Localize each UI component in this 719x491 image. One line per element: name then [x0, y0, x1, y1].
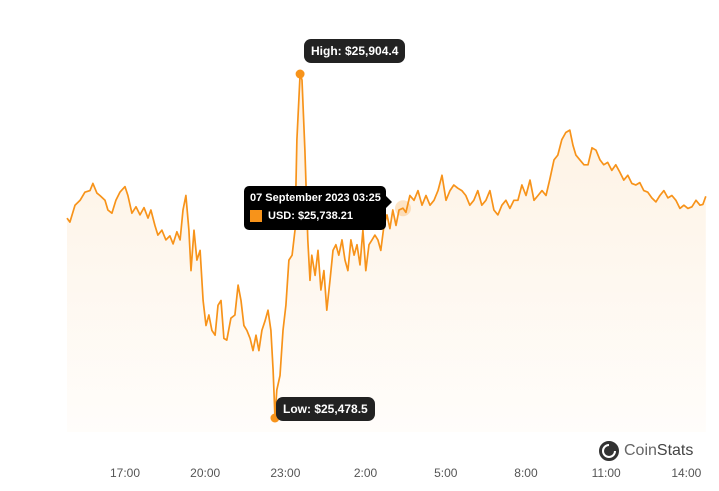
tooltip-arrow [386, 196, 392, 208]
coinstats-logo-icon [599, 441, 619, 461]
coinstats-brand: CoinStats [599, 441, 693, 461]
x-tick-label: 11:00 [592, 466, 621, 480]
series-area [66, 74, 706, 432]
x-tick-label: 8:00 [514, 466, 538, 480]
low-label: Low: $25,478.5 [276, 397, 375, 421]
tooltip-series-swatch [250, 210, 262, 222]
x-tick-label: 5:00 [434, 466, 458, 480]
series-line [66, 73, 707, 419]
x-tick-label: 23:00 [270, 466, 300, 480]
x-tick-label: 2:00 [354, 466, 378, 480]
tooltip-value: USD: $25,738.21 [268, 210, 353, 222]
x-tick-label: 14:00 [671, 466, 701, 480]
hover-tooltip: 07 September 2023 03:25 USD: $25,738.21 [244, 186, 392, 230]
brand-name-light: Coin [624, 442, 657, 459]
hover-point-halo [394, 200, 411, 217]
x-tick-label: 20:00 [190, 466, 220, 480]
x-tick-label: 17:00 [110, 466, 140, 480]
tooltip-date: 07 September 2023 03:25 [250, 192, 381, 204]
brand-name-bold: Stats [656, 442, 694, 459]
high-label: High: $25,904.4 [304, 39, 406, 63]
high-point[interactable] [295, 69, 305, 79]
